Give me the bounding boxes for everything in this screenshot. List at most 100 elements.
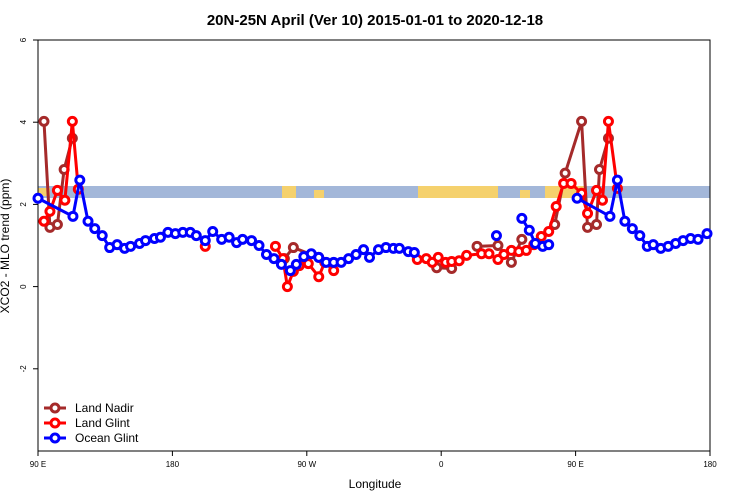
point bbox=[281, 281, 293, 293]
point bbox=[543, 239, 555, 251]
point bbox=[626, 223, 638, 235]
point bbox=[66, 115, 78, 127]
point bbox=[634, 230, 646, 242]
point bbox=[287, 242, 299, 254]
point bbox=[59, 194, 71, 206]
point bbox=[89, 223, 101, 235]
plot-frame bbox=[37, 39, 711, 452]
point bbox=[32, 192, 44, 204]
point bbox=[51, 219, 63, 231]
point bbox=[565, 177, 577, 189]
point bbox=[125, 240, 137, 252]
point bbox=[74, 174, 86, 186]
x-tick-label: 180 bbox=[166, 460, 180, 469]
point bbox=[571, 192, 583, 204]
point bbox=[364, 251, 376, 263]
point bbox=[505, 256, 517, 268]
point bbox=[483, 248, 495, 260]
point bbox=[576, 115, 588, 127]
point bbox=[284, 265, 296, 277]
point bbox=[453, 255, 465, 267]
point bbox=[619, 215, 631, 227]
point bbox=[701, 228, 713, 240]
point bbox=[393, 242, 405, 254]
point bbox=[582, 221, 594, 233]
point bbox=[543, 226, 555, 238]
point bbox=[471, 240, 483, 252]
point bbox=[190, 230, 202, 242]
point bbox=[268, 253, 280, 265]
legend-marker bbox=[49, 417, 61, 429]
point bbox=[96, 230, 108, 242]
point bbox=[44, 205, 56, 217]
point bbox=[591, 184, 603, 196]
x-tick-label: 180 bbox=[703, 460, 717, 469]
map-ocean bbox=[38, 186, 710, 198]
point bbox=[358, 244, 370, 256]
point bbox=[275, 258, 287, 270]
y-axis-label: XCO2 - MLO trend (ppm) bbox=[0, 179, 12, 314]
point bbox=[290, 258, 302, 270]
point bbox=[535, 230, 547, 242]
x-tick-label: 90 E bbox=[30, 460, 46, 469]
point bbox=[82, 215, 94, 227]
point bbox=[516, 212, 528, 224]
point bbox=[237, 233, 249, 245]
point bbox=[596, 194, 608, 206]
point bbox=[313, 271, 325, 283]
point bbox=[67, 210, 79, 222]
legend-label: Ocean Glint bbox=[75, 431, 139, 445]
point bbox=[602, 115, 614, 127]
y-tick-label: 0 bbox=[19, 284, 28, 289]
map-land bbox=[314, 190, 324, 198]
legend-label: Land Glint bbox=[75, 416, 130, 430]
legend-marker bbox=[49, 402, 61, 414]
point bbox=[611, 174, 623, 186]
x-tick-label: 90 W bbox=[297, 460, 316, 469]
x-tick-label: 90 E bbox=[567, 460, 583, 469]
point bbox=[520, 244, 532, 256]
map-land bbox=[520, 190, 530, 198]
point bbox=[207, 226, 219, 238]
point bbox=[350, 249, 362, 261]
point bbox=[269, 240, 281, 252]
chart-title: 20N-25N April (Ver 10) 2015-01-01 to 202… bbox=[207, 12, 543, 29]
point bbox=[492, 240, 504, 251]
point bbox=[38, 215, 50, 227]
point bbox=[591, 219, 603, 231]
point bbox=[692, 233, 704, 245]
map-land bbox=[38, 188, 50, 196]
y-tick-label: -2 bbox=[19, 365, 28, 373]
legend-label: Land Nadir bbox=[75, 401, 134, 415]
point bbox=[408, 246, 420, 258]
point bbox=[313, 251, 325, 263]
point bbox=[550, 200, 562, 212]
point bbox=[604, 210, 616, 222]
map-strip bbox=[38, 186, 710, 198]
y-tick-label: 2 bbox=[19, 202, 28, 207]
point bbox=[559, 167, 571, 179]
point bbox=[38, 115, 50, 127]
point bbox=[490, 230, 502, 242]
y-tick-label: 6 bbox=[19, 37, 28, 42]
point bbox=[593, 163, 605, 175]
point bbox=[516, 233, 528, 245]
point bbox=[432, 251, 444, 263]
point bbox=[223, 231, 235, 243]
point bbox=[253, 240, 265, 251]
point bbox=[246, 235, 258, 247]
x-tick-label: 0 bbox=[439, 460, 444, 469]
point bbox=[51, 184, 63, 196]
point bbox=[523, 224, 535, 236]
point bbox=[199, 235, 211, 247]
point bbox=[154, 231, 166, 243]
map-land bbox=[282, 186, 296, 198]
x-axis-label: Longitude bbox=[349, 477, 402, 491]
y-tick-label: 4 bbox=[19, 119, 28, 124]
point bbox=[582, 207, 594, 219]
map-land bbox=[418, 186, 498, 198]
point bbox=[140, 235, 152, 247]
legend-marker bbox=[49, 432, 61, 444]
